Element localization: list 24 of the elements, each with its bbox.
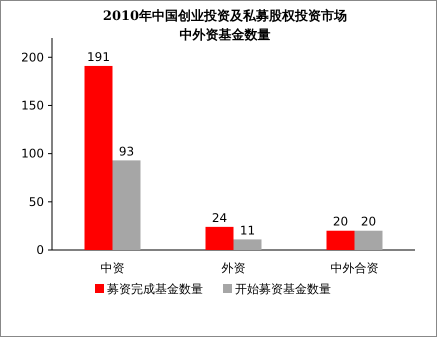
- data-label: 20: [332, 214, 348, 229]
- legend-label: 开始募资基金数量: [235, 282, 331, 296]
- data-label: 24: [212, 210, 228, 225]
- chart-subtitle: 中外资基金数量: [180, 28, 270, 43]
- x-tick-label: 中资: [100, 261, 124, 275]
- y-tick-label: 0: [36, 243, 44, 257]
- y-tick-label: 50: [28, 194, 44, 209]
- y-tick-label: 150: [21, 98, 44, 112]
- data-label: 20: [360, 214, 376, 229]
- chart-title: 2010年中国创业投资及私募股权投资市场: [102, 8, 348, 24]
- legend-label: 募资完成基金数量: [107, 282, 203, 296]
- x-tick-label: 外资: [222, 261, 246, 275]
- bar: [326, 230, 354, 250]
- bar: [354, 230, 382, 250]
- data-label: 11: [240, 223, 256, 238]
- bar: [234, 239, 262, 250]
- y-tick-label: 200: [21, 50, 44, 64]
- bar: [84, 66, 112, 250]
- x-tick-label: 中外合资: [330, 261, 378, 275]
- data-label: 93: [118, 144, 134, 158]
- y-tick-label: 100: [21, 146, 44, 161]
- bar: [112, 160, 140, 250]
- data-label: 191: [87, 50, 110, 64]
- bar: [206, 226, 234, 250]
